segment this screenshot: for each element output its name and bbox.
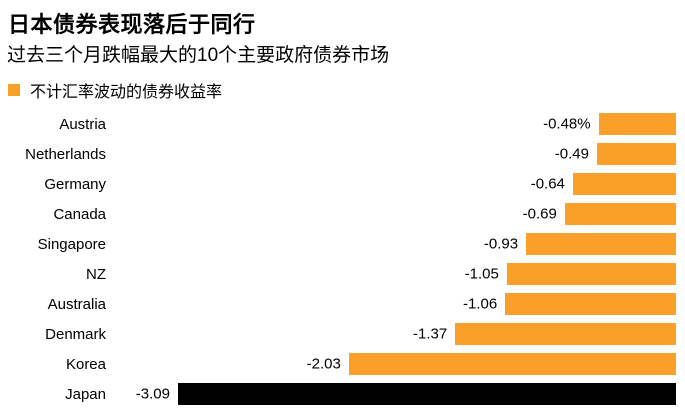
category-label: Singapore (37, 235, 106, 253)
value-label: -0.49 (554, 145, 589, 163)
category-label: Australia (47, 295, 106, 313)
chart-subtitle: 过去三个月跌幅最大的10个主要政府债券市场 (7, 45, 390, 66)
plot-area: -1.06 (106, 293, 676, 315)
chart-row: Austria -0.48% (0, 109, 685, 139)
category-label: Germany (44, 175, 106, 193)
chart-row: Japan -3.09 (0, 379, 685, 409)
chart-row: Singapore -0.93 (0, 229, 685, 259)
plot-area: -2.03 (106, 353, 676, 375)
value-label: -0.64 (530, 175, 565, 193)
value-label: -1.06 (463, 295, 498, 313)
chart-row: Denmark -1.37 (0, 319, 685, 349)
category-label: Netherlands (25, 145, 106, 163)
value-bar (526, 233, 676, 255)
value-label: -2.03 (306, 355, 341, 373)
value-bar (572, 173, 676, 195)
category-label: Korea (65, 355, 106, 373)
value-label: -0.48% (543, 115, 591, 133)
value-bar (597, 143, 676, 165)
plot-area: -0.69 (106, 203, 676, 225)
value-label: -1.05 (464, 265, 499, 283)
value-label: -0.69 (522, 205, 557, 223)
chart-row: Germany -0.64 (0, 169, 685, 199)
value-bar (598, 113, 676, 135)
value-label: -1.37 (413, 325, 448, 343)
plot-area: -0.64 (106, 173, 676, 195)
value-label: -3.09 (135, 385, 170, 403)
plot-area: -3.09 (106, 383, 676, 405)
plot-area: -0.49 (106, 143, 676, 165)
chart-row: Netherlands -0.49 (0, 139, 685, 169)
value-bar (506, 263, 676, 285)
value-label: -0.93 (483, 235, 519, 253)
plot-area: -1.37 (106, 323, 676, 345)
value-bar (505, 293, 676, 315)
category-label: NZ (86, 265, 106, 283)
value-bar (564, 203, 676, 225)
plot-area: -0.48% (106, 113, 676, 135)
chart-row: Korea -2.03 (0, 349, 685, 379)
chart-row: Australia -1.06 (0, 289, 685, 319)
chart-row: NZ -1.05 (0, 259, 685, 289)
plot-area: -1.05 (106, 263, 676, 285)
legend-swatch-icon (8, 84, 20, 96)
legend: 不计汇率波动的债券收益率 (8, 78, 222, 102)
chart-title: 日本债券表现落后于同行 (8, 12, 256, 37)
category-label: Austria (59, 115, 106, 133)
value-bar (348, 353, 676, 375)
bar-chart: Austria -0.48% Netherlands -0.49 Germany -0.6… (0, 109, 685, 409)
value-bar (455, 323, 676, 345)
category-label: Canada (53, 205, 106, 223)
chart-row: Canada -0.69 (0, 199, 685, 229)
value-bar (178, 383, 676, 405)
legend-label: 不计汇率波动的债券收益率 (30, 84, 223, 101)
plot-area: -0.93 (106, 233, 676, 255)
category-label: Japan (65, 385, 106, 403)
category-label: Denmark (45, 325, 106, 343)
